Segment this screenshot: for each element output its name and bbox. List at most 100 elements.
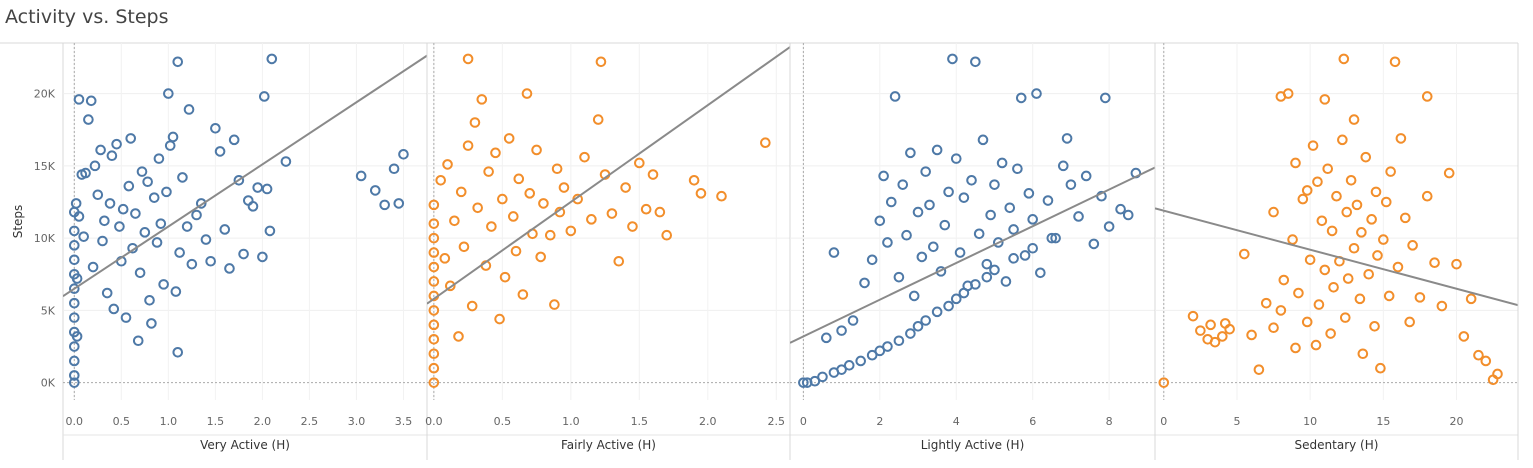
y-tick-label: 10K [34, 232, 56, 245]
data-point [647, 169, 659, 180]
data-point [114, 221, 125, 232]
data-point [878, 170, 889, 182]
data-point [1322, 163, 1334, 175]
data-point [874, 345, 886, 357]
data-point [117, 203, 129, 215]
data-point [483, 166, 494, 177]
data-point [1436, 300, 1448, 312]
data-point [517, 289, 529, 300]
data-point [155, 218, 167, 229]
data-point [153, 153, 165, 164]
data-point [1287, 234, 1298, 245]
data-point [1312, 176, 1323, 188]
data-point [874, 215, 886, 227]
data-point [905, 328, 916, 339]
data-point [428, 232, 440, 244]
data-point [1342, 273, 1354, 284]
data-point [954, 247, 966, 258]
panel-fairly-active: 0.0 0.5 1.0 1.5 2.0 2.5 Fairly Active (H) [425, 43, 790, 452]
data-point [992, 237, 1004, 248]
data-point [369, 185, 381, 196]
data-point [195, 198, 207, 209]
data-point [111, 138, 122, 150]
data-point [68, 297, 80, 309]
data-point [1000, 276, 1012, 287]
y-tick-label: 5K [41, 304, 56, 317]
data-point [981, 258, 993, 270]
data-point [144, 294, 155, 306]
data-point [920, 166, 931, 177]
data-point [183, 104, 195, 115]
data-point [1341, 206, 1353, 218]
data-point [1187, 310, 1199, 322]
data-point [1042, 195, 1054, 206]
data-point [68, 312, 80, 323]
data-point [1217, 331, 1228, 342]
x-tick-label: 20 [1450, 415, 1464, 428]
data-point [472, 202, 483, 214]
data-point [950, 153, 962, 164]
data-point [83, 114, 94, 125]
data-point [71, 331, 83, 342]
data-point [499, 271, 511, 283]
data-point [503, 133, 515, 144]
data-point [828, 247, 840, 258]
data-point [158, 279, 169, 290]
data-point [258, 91, 270, 102]
data-point [1290, 342, 1301, 354]
data-point [1429, 257, 1440, 268]
data-point [148, 192, 160, 203]
data-point [497, 193, 508, 205]
data-point [613, 255, 625, 267]
data-point [1380, 196, 1392, 208]
data-point [1103, 221, 1115, 232]
y-tick-label: 20K [34, 88, 56, 101]
x-tick-label: 6 [1029, 415, 1036, 428]
data-point [985, 209, 996, 221]
data-point [627, 221, 638, 232]
data-point [132, 335, 144, 347]
data-point [1443, 167, 1455, 179]
x-tick-label: 10 [1303, 415, 1317, 428]
data-point [120, 312, 132, 323]
data-point [1268, 322, 1279, 334]
data-point [928, 241, 939, 253]
data-point [1375, 362, 1386, 374]
data-point [68, 240, 80, 251]
data-point [592, 114, 604, 125]
data-point [695, 188, 707, 199]
data-point [905, 147, 916, 159]
data-point [68, 254, 80, 266]
data-point [486, 221, 497, 232]
data-point [1351, 199, 1363, 211]
data-point [87, 261, 99, 273]
data-point [1492, 368, 1503, 380]
data-point [1354, 293, 1366, 305]
data-point [1404, 316, 1415, 328]
data-point [1328, 281, 1339, 293]
data-point [101, 287, 113, 299]
data-point [89, 160, 101, 172]
data-point [214, 146, 226, 157]
data-point [912, 320, 924, 332]
data-point [836, 364, 847, 375]
data-point [71, 273, 83, 284]
data-point [943, 186, 954, 198]
data-point [962, 280, 974, 292]
data-point [1356, 227, 1367, 238]
data-point [1301, 316, 1313, 328]
data-point [654, 206, 666, 218]
x-tick-label: 4 [953, 415, 960, 428]
data-point [1088, 238, 1100, 250]
data-point [469, 117, 481, 128]
data-point [579, 151, 590, 163]
data-point [920, 315, 931, 326]
data-point [106, 150, 118, 162]
data-point [1046, 232, 1058, 244]
data-point [620, 182, 631, 193]
data-point [68, 355, 80, 367]
data-point [538, 198, 549, 209]
data-point [1035, 267, 1046, 279]
data-point [428, 218, 440, 229]
x-tick-label: 0 [1160, 415, 1167, 428]
